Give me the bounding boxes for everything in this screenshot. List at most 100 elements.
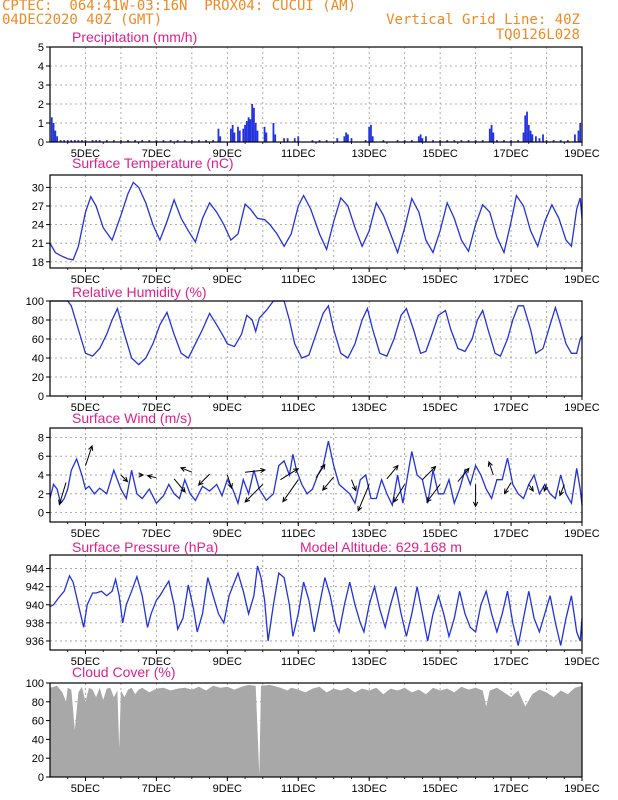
x-tick-label: 19DEC [564, 528, 600, 540]
panel-title-pressure: Surface Pressure (hPa) [72, 539, 218, 555]
wind-vector [179, 466, 193, 473]
y-tick-label: 30 [32, 182, 44, 194]
y-tick-label: 24 [32, 220, 44, 232]
wind-vector [528, 484, 534, 492]
x-tick-label: 11DEC [281, 402, 316, 414]
x-tick-label: 5DEC [71, 148, 100, 160]
precip-bar [190, 140, 193, 142]
x-tick-label: 9DEC [213, 783, 242, 795]
precip-bar [538, 138, 541, 142]
x-tick-label: 9DEC [213, 148, 242, 160]
precip-bar [219, 136, 222, 142]
header-model: TQ0126L028 [495, 27, 580, 43]
precip-bar [237, 126, 239, 142]
x-tick-label: 7DEC [142, 402, 171, 414]
panel-wind: 0 2 4 6 8 5DEC 7DEC 9DEC 11DEC 13DEC 15DEC 17DEC 19D… [38, 410, 600, 540]
wind-vector [321, 476, 335, 491]
precip-bar [247, 117, 250, 142]
y-tick-label: 2 [38, 489, 44, 501]
precip-bar [529, 130, 532, 142]
x-tick-label: 13DEC [351, 528, 387, 540]
precip-bar [81, 140, 83, 142]
panel-pressure: 936 938 940 942 944 5DEC 7DEC 9DEC 11DEC 13DEC 15D… [26, 539, 600, 668]
precip-bar [336, 138, 339, 142]
precip-bar [283, 138, 285, 142]
precip-bar [77, 140, 80, 142]
y-tick-label: 5 [38, 42, 44, 54]
y-tick-label: 27 [32, 201, 44, 213]
wind-vector [244, 484, 264, 503]
y-tick-label: 60 [32, 334, 44, 346]
x-tick-label: 5DEC [71, 274, 100, 286]
y-tick-label: 4 [38, 61, 44, 73]
precip-bar [112, 140, 115, 142]
panel-precip: 0 1 2 3 4 5 5DEC 7DEC 9DEC 11DEC 13DEC 15DEC 17DEC 19… [38, 29, 600, 160]
precip-bar [155, 140, 158, 142]
precip-bar [432, 140, 434, 142]
precip-bar [54, 130, 57, 142]
precip-bar [417, 136, 420, 142]
precip-bar [217, 128, 220, 142]
precip-bar [396, 140, 399, 142]
panel-title-wind: Surface Wind (m/s) [72, 410, 192, 426]
precip-bar [229, 128, 232, 142]
precip-bar [245, 121, 248, 142]
precip-bar [263, 126, 266, 142]
series-line-temp [49, 181, 583, 261]
precip-bar [495, 140, 498, 142]
precip-bar [343, 136, 346, 142]
precip-bar [50, 117, 53, 142]
precip-bar [253, 107, 255, 142]
series-line-pressure [49, 565, 583, 646]
precip-bar [120, 140, 122, 142]
precip-bar [503, 140, 505, 142]
precip-bar [345, 132, 348, 142]
y-tick-label: 6 [38, 451, 44, 463]
wind-vector [386, 464, 399, 480]
wind-vector [245, 467, 267, 474]
x-tick-label: 5DEC [71, 528, 100, 540]
precip-bar [522, 132, 525, 142]
precip-bar [419, 134, 422, 142]
panel-frame [49, 300, 583, 397]
precip-bar [559, 140, 562, 142]
x-tick-label: 19DEC [564, 402, 600, 414]
x-tick-label: 17DEC [493, 148, 529, 160]
precip-bar [212, 140, 215, 142]
precip-bar [517, 140, 520, 142]
y-tick-label: 942 [26, 582, 44, 594]
precip-bar [162, 140, 165, 142]
x-tick-label: 5DEC [71, 656, 100, 668]
x-tick-label: 17DEC [493, 528, 529, 540]
wind-vector [58, 482, 67, 506]
precip-bar [238, 130, 241, 142]
x-tick-label: 11DEC [281, 274, 316, 286]
precip-bar [205, 140, 207, 142]
precip-bar [325, 140, 328, 142]
wind-vector [351, 479, 357, 492]
y-tick-label: 20 [32, 753, 44, 765]
wind-vector [543, 484, 549, 493]
x-tick-label: 5DEC [71, 783, 100, 795]
precip-bar [293, 138, 296, 142]
precip-bar [63, 140, 66, 142]
precip-bar [256, 130, 259, 142]
precip-bar [98, 140, 101, 142]
precip-bar [265, 132, 268, 142]
precip-bar [105, 140, 108, 142]
precip-bar [231, 124, 234, 142]
y-tick-label: 936 [26, 636, 44, 648]
y-tick-label: 938 [26, 618, 44, 630]
precip-bar [169, 140, 172, 142]
precip-bar [148, 140, 151, 142]
precip-bar [421, 138, 424, 142]
wind-vector [282, 479, 299, 503]
wind-vector [503, 482, 512, 495]
x-tick-label: 13DEC [351, 274, 387, 286]
model-altitude-label: Model Altitude: 629.168 m [300, 539, 462, 555]
precip-bar [297, 136, 300, 142]
precip-bar [233, 132, 236, 142]
wind-vector [120, 474, 129, 483]
precip-bar [73, 140, 76, 142]
